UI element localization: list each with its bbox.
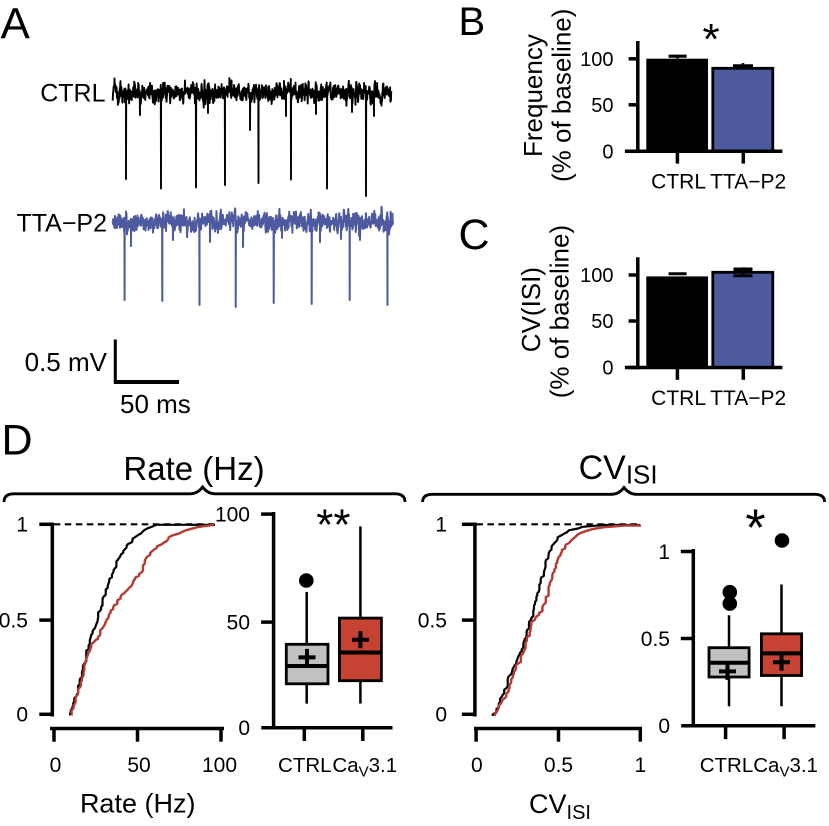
- svg-text:1: 1: [435, 513, 447, 536]
- svg-text:(% of baseline): (% of baseline): [545, 225, 575, 398]
- svg-text:0: 0: [435, 704, 447, 727]
- svg-text:CTRL: CTRL: [278, 754, 332, 777]
- svg-text:1: 1: [634, 754, 646, 777]
- svg-text:TTA−P2: TTA−P2: [710, 387, 786, 410]
- svg-text:0: 0: [658, 715, 670, 738]
- svg-text:Rate (Hz): Rate (Hz): [80, 789, 196, 819]
- svg-text:1: 1: [658, 541, 670, 564]
- svg-text:C: C: [459, 211, 490, 259]
- svg-text:0: 0: [602, 141, 613, 163]
- svg-text:0: 0: [238, 717, 250, 740]
- svg-text:0: 0: [602, 358, 613, 380]
- svg-text:100: 100: [580, 49, 613, 71]
- svg-text:50 ms: 50 ms: [120, 389, 191, 419]
- svg-text:CTRL: CTRL: [40, 80, 105, 108]
- svg-text:0.5: 0.5: [544, 754, 573, 777]
- svg-text:100: 100: [202, 754, 237, 777]
- svg-text:CaV3.1: CaV3.1: [753, 754, 818, 781]
- svg-text:TTA−P2: TTA−P2: [16, 209, 107, 237]
- svg-text:0.5: 0.5: [0, 609, 28, 632]
- svg-text:0.5 mV: 0.5 mV: [25, 347, 108, 377]
- svg-text:TTA−P2: TTA−P2: [710, 171, 786, 194]
- svg-text:CVISI: CVISI: [529, 789, 591, 824]
- svg-text:50: 50: [591, 311, 613, 333]
- svg-text:0: 0: [16, 704, 28, 727]
- svg-text:(% of baseline): (% of baseline): [547, 9, 577, 182]
- svg-text:*: *: [702, 15, 719, 64]
- svg-text:CTRL: CTRL: [700, 754, 754, 777]
- svg-text:50: 50: [591, 95, 613, 117]
- svg-text:Frequency: Frequency: [518, 34, 548, 157]
- svg-text:50: 50: [227, 611, 250, 634]
- svg-text:50: 50: [127, 754, 150, 777]
- svg-text:**: **: [316, 501, 350, 550]
- svg-text:D: D: [2, 417, 33, 465]
- svg-text:CaV3.1: CaV3.1: [332, 754, 397, 781]
- svg-text:0: 0: [471, 754, 483, 777]
- svg-text:CVISI: CVISI: [579, 449, 658, 490]
- svg-text:B: B: [459, 0, 486, 44]
- svg-text:*: *: [745, 500, 765, 558]
- svg-text:0.5: 0.5: [641, 628, 670, 651]
- svg-text:CV(ISI): CV(ISI): [516, 267, 546, 352]
- svg-text:CTRL: CTRL: [651, 171, 706, 194]
- svg-text:1: 1: [16, 513, 28, 536]
- svg-text:0.5: 0.5: [418, 609, 447, 632]
- svg-text:CTRL: CTRL: [651, 387, 706, 410]
- svg-text:Rate (Hz): Rate (Hz): [123, 450, 264, 487]
- svg-text:100: 100: [580, 265, 613, 287]
- svg-text:100: 100: [215, 503, 250, 526]
- svg-text:0: 0: [50, 754, 62, 777]
- svg-text:A: A: [1, 0, 31, 49]
